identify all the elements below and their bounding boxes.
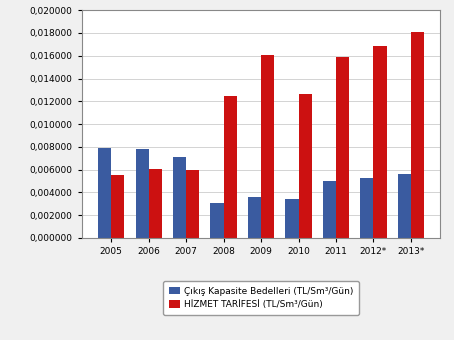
Bar <box>223 96 237 238</box>
Bar <box>411 32 424 238</box>
Bar <box>336 57 349 238</box>
Bar <box>98 148 111 238</box>
Legend: Çıkış Kapasite Bedelleri (TL/Sm³/Gün), HİZMET TARİFESİ (TL/Sm³/Gün): Çıkış Kapasite Bedelleri (TL/Sm³/Gün), H… <box>163 281 359 315</box>
Bar <box>360 177 374 238</box>
Bar <box>286 199 299 238</box>
Bar <box>211 203 223 238</box>
Bar <box>323 181 336 238</box>
Bar <box>398 174 411 238</box>
Bar <box>135 149 148 238</box>
Bar <box>299 95 311 238</box>
Bar <box>111 175 124 238</box>
Bar <box>261 55 274 238</box>
Bar <box>374 46 387 238</box>
Bar <box>248 197 261 238</box>
Bar <box>173 157 186 238</box>
Bar <box>186 170 199 238</box>
Bar <box>148 169 162 238</box>
